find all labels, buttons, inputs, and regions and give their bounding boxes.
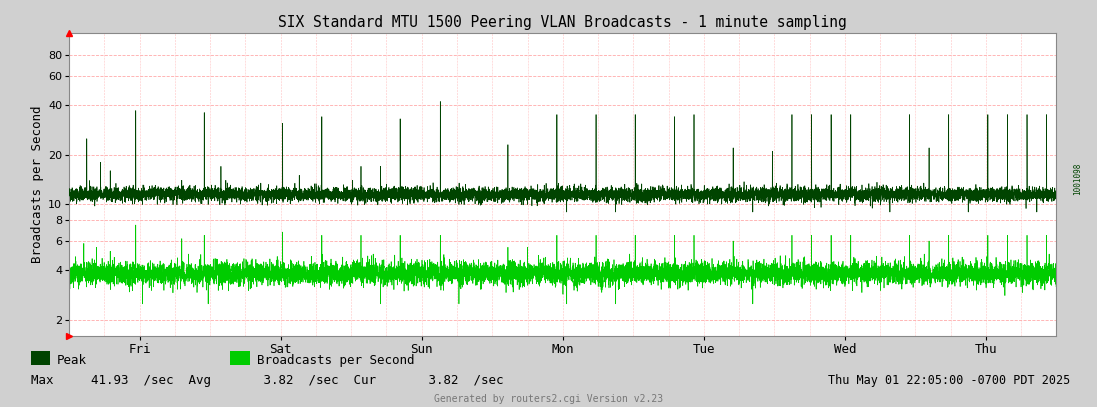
Y-axis label: Broadcasts per Second: Broadcasts per Second xyxy=(31,105,44,263)
Text: Thu May 01 22:05:00 -0700 PDT 2025: Thu May 01 22:05:00 -0700 PDT 2025 xyxy=(828,374,1071,387)
Text: Broadcasts per Second: Broadcasts per Second xyxy=(257,354,415,367)
Text: Generated by routers2.cgi Version v2.23: Generated by routers2.cgi Version v2.23 xyxy=(434,394,663,404)
Text: Max     41.93  /sec  Avg       3.82  /sec  Cur       3.82  /sec: Max 41.93 /sec Avg 3.82 /sec Cur 3.82 /s… xyxy=(31,374,504,387)
Title: SIX Standard MTU 1500 Peering VLAN Broadcasts - 1 minute sampling: SIX Standard MTU 1500 Peering VLAN Broad… xyxy=(279,15,847,30)
Text: Peak: Peak xyxy=(57,354,87,367)
Text: 1001098: 1001098 xyxy=(1073,163,1082,195)
